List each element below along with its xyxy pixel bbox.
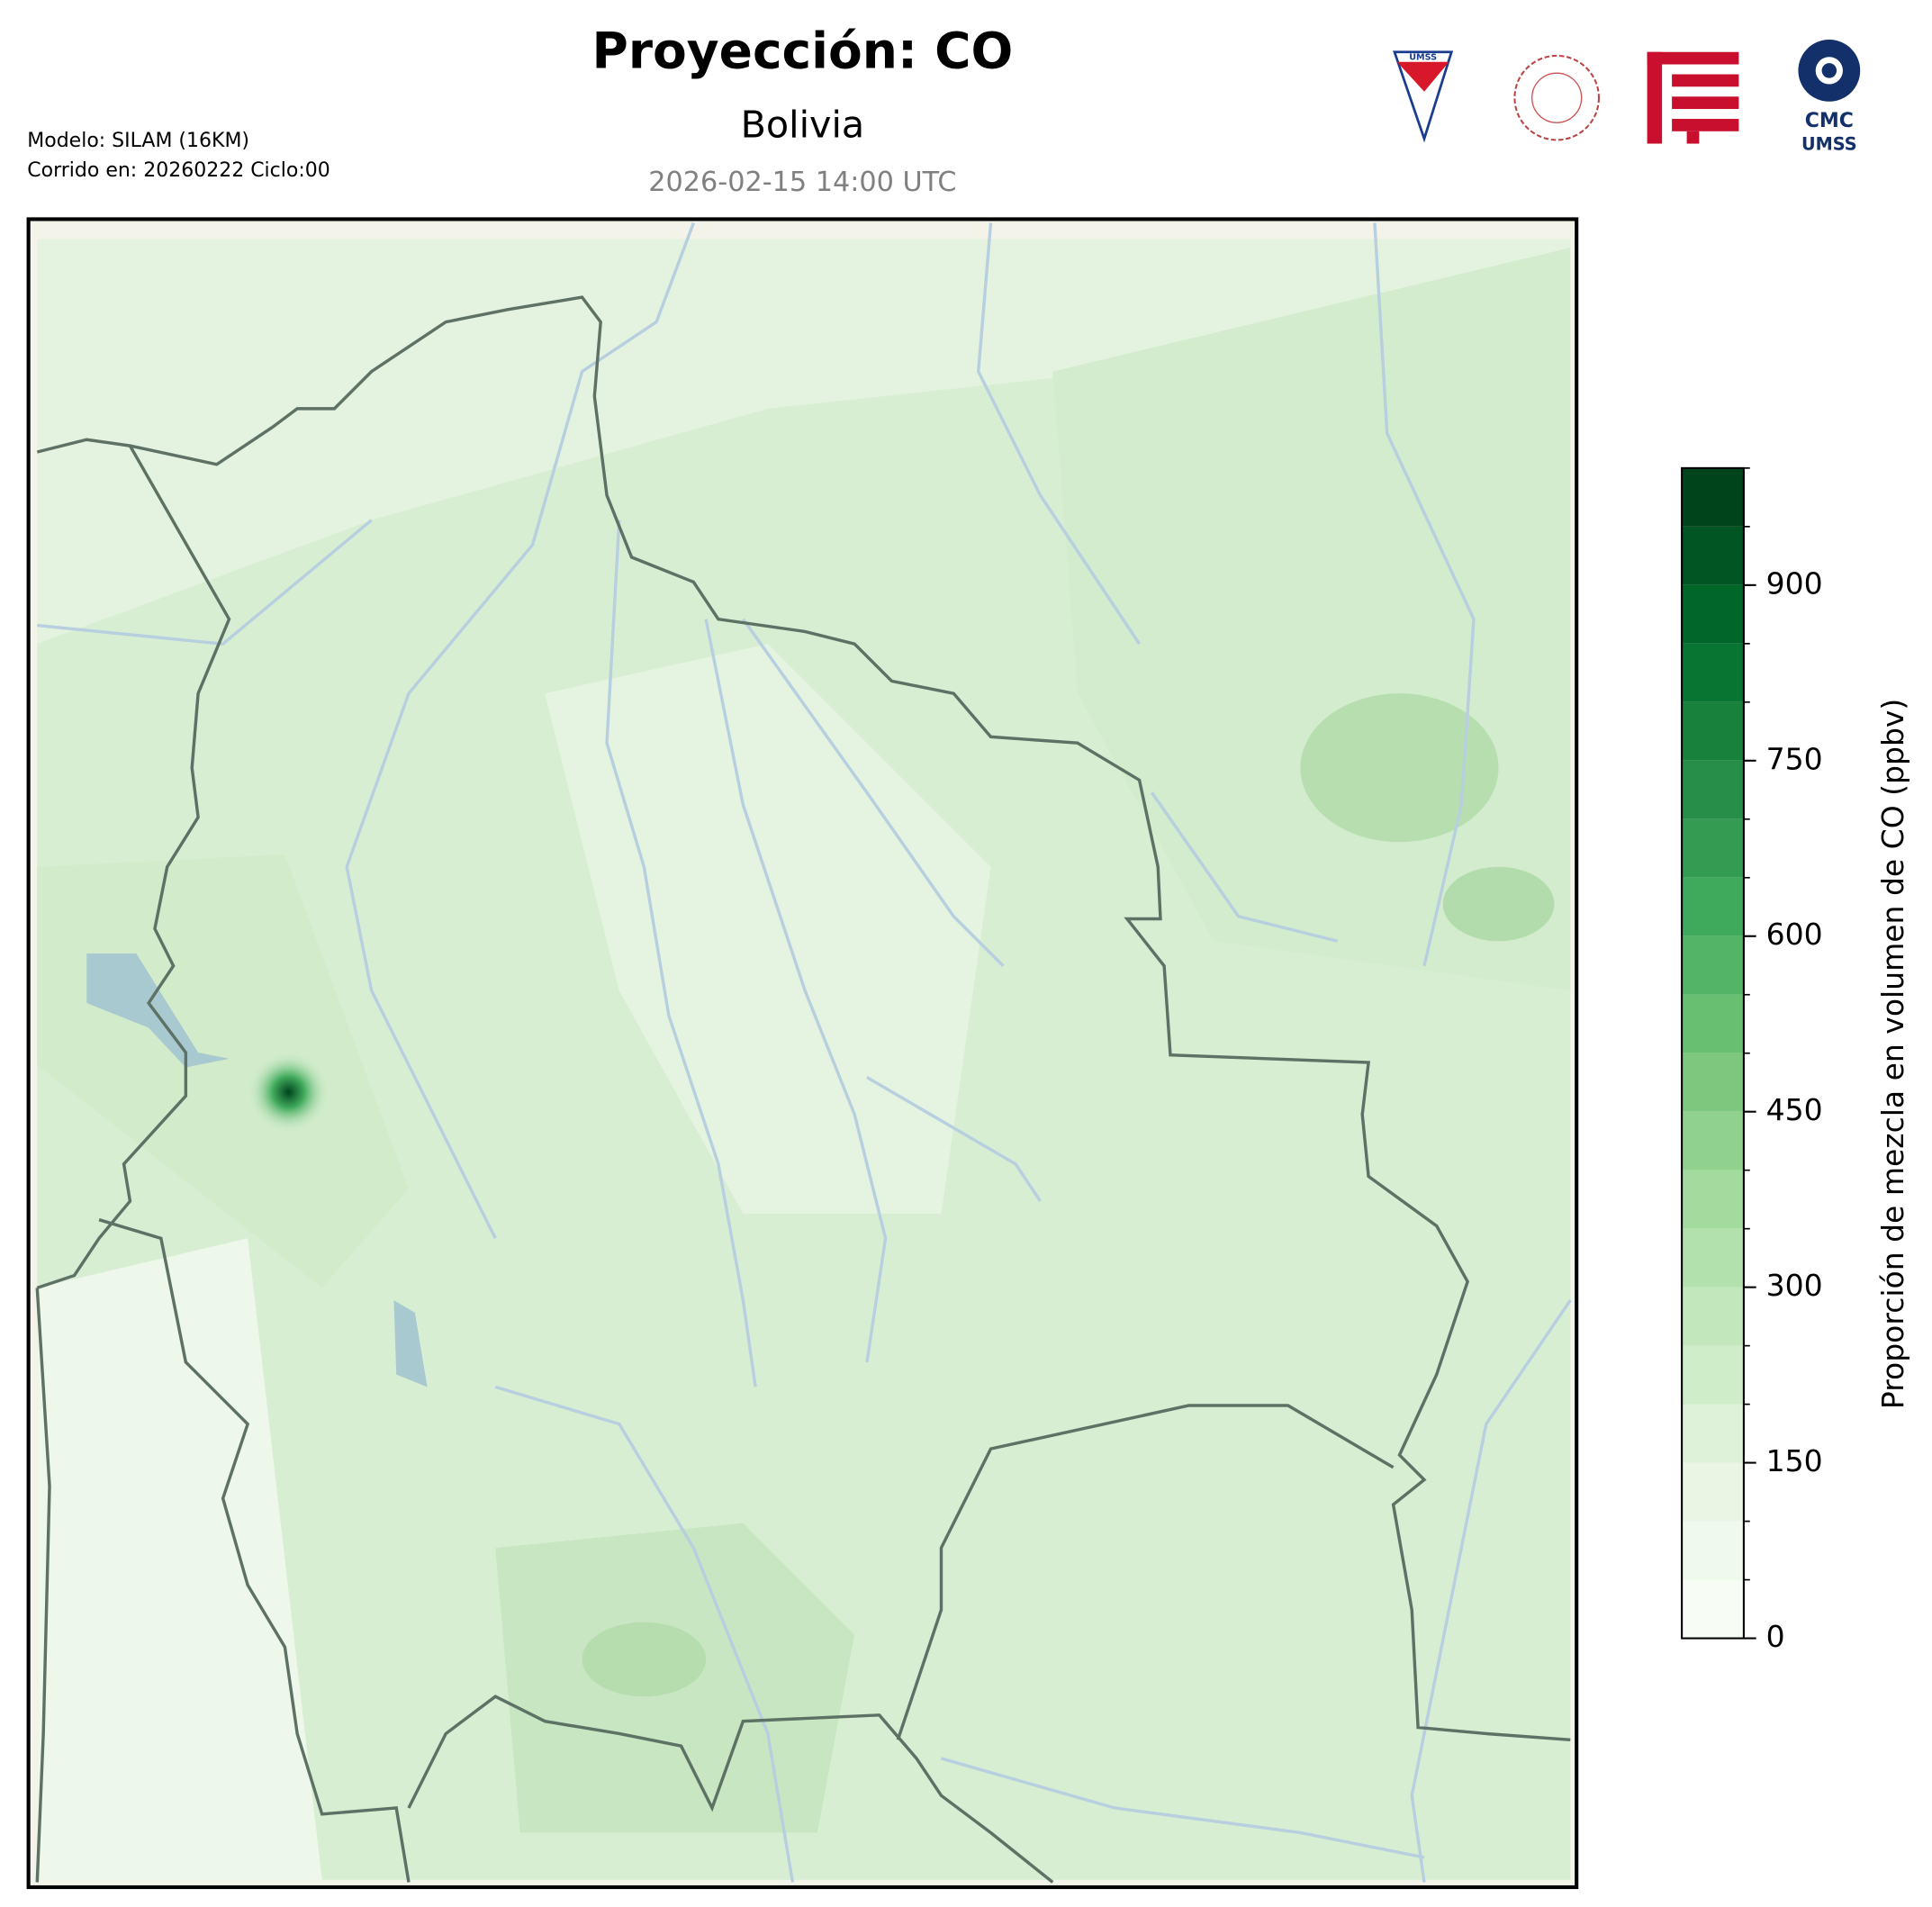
subtitle: Bolivia: [741, 104, 865, 147]
colorbar-band: [1682, 760, 1744, 819]
logo-umss: UMSS: [1393, 50, 1454, 143]
colorbar-band: [1682, 935, 1744, 995]
colorbar: 0 150 300 450 600 750 900: [1681, 466, 1823, 1654]
colorbar-frame: [1681, 466, 1745, 1640]
tick-label: 750: [1766, 741, 1823, 776]
tick-label: 900: [1766, 565, 1823, 601]
logo-text: UMSS: [1409, 52, 1437, 62]
tick-label: 0: [1766, 1619, 1785, 1654]
tick-label: 150: [1766, 1443, 1823, 1478]
colorbar-band: [1682, 994, 1744, 1053]
colorbar-band: [1682, 1111, 1744, 1170]
colorbar-band: [1682, 526, 1744, 585]
colorbar-band: [1682, 1053, 1744, 1112]
colorbar-band: [1682, 1170, 1744, 1229]
map: [28, 219, 1577, 1887]
map-frame: [26, 217, 1579, 1890]
date: 2026-02-15 14:00 UTC: [648, 167, 956, 198]
colorbar-band: [1682, 1228, 1744, 1288]
colorbar-band: [1682, 1462, 1744, 1522]
logo-text: CMC: [1805, 110, 1854, 132]
colorbar-band: [1682, 818, 1744, 878]
logo-cmc: CMC UMSS: [1798, 40, 1861, 154]
colorbar-band: [1682, 1287, 1744, 1346]
colorbar-band: [1682, 584, 1744, 644]
logo-fcyt: [1647, 51, 1739, 144]
model-note: Modelo: SILAM (16KM): [27, 130, 249, 152]
tick-label: 300: [1766, 1268, 1823, 1303]
colorbar-label: Proporción de mezcla en volumen de CO (p…: [1875, 699, 1910, 1409]
colorbar-band: [1682, 1521, 1744, 1580]
colorbar-band: [1682, 467, 1744, 527]
logo-fisica: [1513, 54, 1600, 141]
colorbar-band: [1682, 643, 1744, 702]
title: Proyección: CO: [592, 23, 1014, 80]
colorbar-band: [1682, 1404, 1744, 1463]
tick-label: 600: [1766, 917, 1823, 952]
colorbar-band: [1682, 1579, 1744, 1639]
colorbar-band: [1682, 701, 1744, 761]
run-note: Corrido en: 20260222 Ciclo:00: [27, 159, 330, 182]
logo-text: UMSS: [1801, 133, 1857, 154]
tick-label: 450: [1766, 1092, 1823, 1127]
colorbar-band: [1682, 877, 1744, 936]
colorbar-band: [1682, 1345, 1744, 1405]
